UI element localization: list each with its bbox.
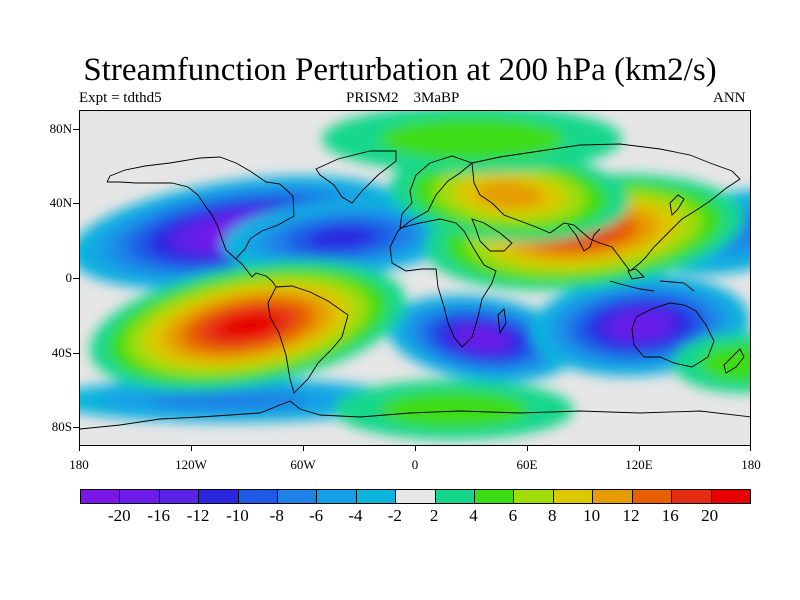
colorbar-swatch — [278, 490, 318, 503]
season-label: ANN — [713, 90, 746, 106]
colorbar-swatch — [159, 490, 200, 503]
lat-tick-mark — [73, 128, 79, 130]
colorbar-label: -2 — [387, 506, 402, 525]
north-america-coast — [106, 156, 295, 288]
japan-coast — [669, 194, 685, 216]
colorbar-label: -16 — [147, 506, 171, 525]
colorbar-label: 10 — [583, 506, 601, 525]
greenland-coast — [315, 150, 397, 204]
indonesia-coast — [609, 268, 695, 292]
new-zealand-coast — [723, 348, 745, 374]
colorbar-label: 6 — [508, 506, 518, 525]
lat-tick-mark — [73, 278, 79, 279]
lon-tick-label: 180 — [69, 457, 89, 472]
map-panel — [79, 110, 751, 446]
coastlines — [80, 143, 750, 430]
lat-tick-label: 80N — [49, 120, 72, 136]
contour-band — [379, 118, 565, 160]
colorbar-label: 8 — [547, 506, 557, 525]
lon-tick-label: 0 — [411, 457, 419, 472]
colorbar-swatch — [120, 490, 160, 503]
experiment-label: Expt = tdthd5 — [79, 90, 162, 106]
lat-tick-mark — [73, 352, 79, 354]
contour-band — [616, 315, 664, 337]
contour-band — [307, 226, 376, 250]
contour-band — [461, 329, 502, 348]
lon-tick-mark — [639, 446, 640, 451]
colorbar-label: -6 — [309, 506, 324, 525]
europe-africa-coast — [389, 155, 497, 348]
lon-tick-mark — [79, 446, 80, 451]
contour-band — [218, 313, 278, 338]
lon-tick-label: 180 — [741, 457, 761, 472]
arabia-coast — [471, 218, 513, 252]
contour-band — [149, 390, 310, 411]
contour-band — [699, 344, 750, 382]
contour-band — [379, 391, 528, 429]
colorbar-label: -12 — [186, 506, 210, 525]
lon-tick-label: 60W — [290, 457, 316, 472]
colorbar-swatch — [711, 490, 750, 503]
colorbar-swatch — [238, 490, 279, 503]
south-america-coast — [267, 285, 349, 394]
colorbar-swatch — [317, 490, 357, 503]
contour-fields — [80, 111, 750, 440]
colorbar-label: -20 — [108, 506, 131, 525]
lat-tick-label: 0 — [65, 270, 73, 285]
lon-tick-mark — [527, 446, 528, 451]
colorbar-swatch — [396, 490, 436, 503]
colorbar-swatch — [475, 490, 515, 503]
colorbar-label: -8 — [269, 506, 284, 525]
lon-tick-label: 60E — [516, 457, 538, 472]
colorbar-swatch — [435, 490, 476, 503]
india-coast — [567, 224, 601, 252]
colorbar-label: -4 — [348, 506, 363, 525]
streamfunction-map — [80, 111, 750, 445]
lon-tick-label: 120W — [175, 457, 207, 472]
colorbar-label: -10 — [226, 506, 249, 525]
colorbar-swatch — [593, 490, 633, 503]
colorbar-label: 16 — [661, 506, 679, 525]
lat-tick-label: 40S — [51, 344, 72, 360]
lon-tick-mark — [415, 446, 416, 451]
colorbar-swatch — [672, 490, 712, 503]
contour-band — [475, 181, 544, 209]
lon-tick-mark — [303, 446, 304, 451]
case-label: PRISM2 3MaBP — [346, 90, 460, 106]
colorbar-label: 2 — [429, 506, 439, 525]
madagascar-coast — [497, 308, 507, 335]
colorbar-swatch — [356, 490, 397, 503]
colorbar-swatch — [81, 490, 121, 503]
lat-tick-label: 40N — [49, 195, 72, 211]
colorbar-swatch — [199, 490, 239, 503]
colorbar — [80, 489, 751, 504]
colorbar-swatch — [553, 490, 594, 503]
plot-title: Streamfunction Perturbation at 200 hPa (… — [83, 52, 717, 88]
colorbar-swatch — [632, 490, 673, 503]
lat-tick-mark — [73, 427, 79, 429]
australia-coast — [631, 302, 715, 368]
asia-coast — [471, 143, 741, 272]
colorbar-label: 4 — [469, 506, 478, 525]
lon-tick-mark — [750, 446, 751, 451]
colorbar-swatch — [514, 490, 554, 503]
colorbar-label: 12 — [622, 506, 640, 525]
colorbar-label: 20 — [701, 506, 719, 525]
antarctica-coast — [80, 400, 750, 430]
lat-tick-mark — [73, 203, 79, 205]
lat-tick-label: 80S — [51, 419, 72, 435]
lon-tick-label: 120E — [625, 457, 653, 472]
lon-tick-mark — [191, 446, 192, 451]
